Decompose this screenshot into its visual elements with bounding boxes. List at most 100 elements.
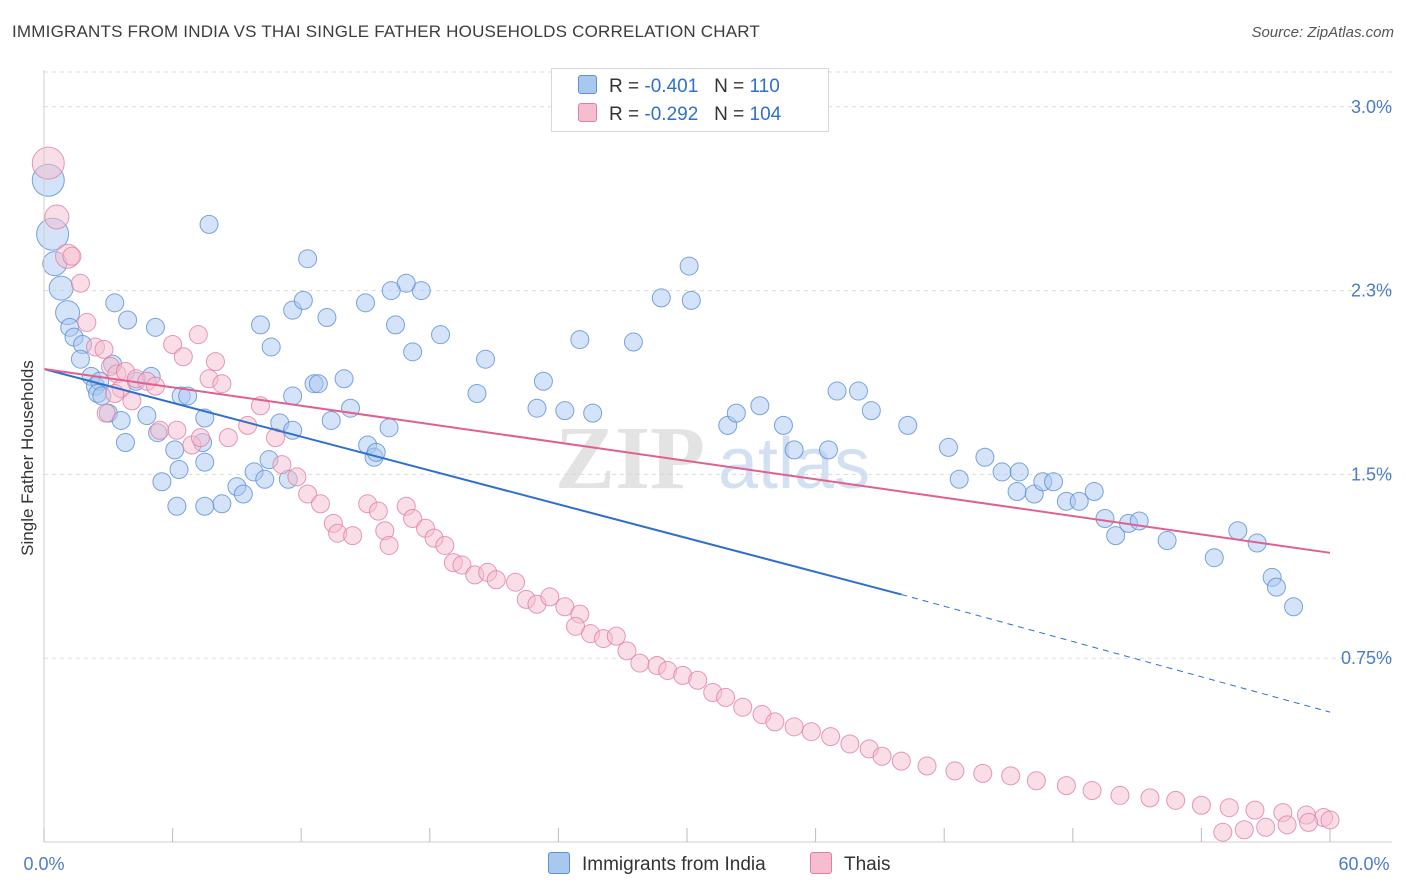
thai-point <box>486 570 506 590</box>
india-point <box>167 496 187 516</box>
legend-row-thai: R = -0.292 N = 104 <box>578 103 781 127</box>
thai-point <box>150 420 170 440</box>
india-swatch <box>548 852 570 874</box>
chart-source: Source: ZipAtlas.com <box>1251 24 1394 41</box>
india-point <box>195 452 215 472</box>
thai-point <box>343 526 363 546</box>
india-point <box>681 290 701 310</box>
india-point <box>949 469 969 489</box>
india-point <box>651 288 671 308</box>
thai-point <box>801 722 821 742</box>
y-tick-label: 0.75% <box>1341 648 1392 668</box>
watermark-zip: ZIP <box>555 409 705 508</box>
india-point <box>137 406 157 426</box>
india-point <box>178 386 198 406</box>
india-point <box>250 315 270 335</box>
thai-point <box>784 717 804 737</box>
india-point <box>467 384 487 404</box>
n-label: N = <box>714 104 745 125</box>
india-point <box>1069 491 1089 511</box>
n-label: N = <box>714 76 745 97</box>
thai-point <box>1056 776 1076 796</box>
india-point <box>726 403 746 423</box>
india-point <box>431 325 451 345</box>
india-swatch <box>578 75 597 94</box>
india-point <box>233 484 253 504</box>
india-point <box>1157 531 1177 551</box>
thai-point <box>716 687 736 707</box>
stats-legend: R = -0.401 N = 110 R = -0.292 N = 104 <box>551 68 829 132</box>
thai-point <box>173 347 193 367</box>
thai-point <box>1256 817 1276 837</box>
india-point <box>623 332 643 352</box>
india-point <box>570 330 590 350</box>
thai-point <box>190 428 210 448</box>
india-point <box>1284 597 1304 617</box>
india-point <box>70 349 90 369</box>
r-label: R = <box>609 104 640 125</box>
r-label: R = <box>609 76 640 97</box>
india-point <box>199 214 219 234</box>
thai-point <box>238 415 258 435</box>
india-point <box>975 447 995 467</box>
thai-point <box>973 763 993 783</box>
thai-point <box>435 535 455 555</box>
india-point <box>1095 508 1115 528</box>
thai-point <box>298 484 318 504</box>
india-point <box>115 433 135 453</box>
india-point <box>1228 521 1248 541</box>
india-point <box>1204 548 1224 568</box>
thai-point <box>452 555 472 575</box>
thai-point <box>163 334 183 354</box>
india-point <box>750 396 770 416</box>
thai-legend-label: Thais <box>844 854 891 875</box>
thai-point <box>733 697 753 717</box>
thai-point <box>1320 810 1340 830</box>
india-point <box>679 256 699 276</box>
india-point <box>1084 482 1104 502</box>
thai-point <box>1110 785 1130 805</box>
thai-point <box>218 428 238 448</box>
india-point <box>308 374 328 394</box>
india-point <box>48 275 74 301</box>
r-value-thai: -0.292 <box>644 104 699 125</box>
thai-point <box>1140 788 1160 808</box>
bottom-legend-india: Immigrants from India <box>548 852 766 876</box>
thai-point <box>379 535 399 555</box>
trend-lines <box>43 368 1331 713</box>
india-point <box>283 386 303 406</box>
india-trend-line <box>43 368 902 596</box>
watermark: ZIP atlas <box>555 409 870 508</box>
thai-point <box>840 734 860 754</box>
thai-point <box>765 712 785 732</box>
thai-point <box>630 653 650 673</box>
india-point <box>152 472 172 492</box>
thai-point <box>688 670 708 690</box>
thai-point <box>821 727 841 747</box>
india-point <box>261 337 281 357</box>
india-point <box>334 369 354 389</box>
india-point <box>386 315 406 335</box>
thai-point <box>96 403 116 423</box>
india-legend-label: Immigrants from India <box>582 854 766 875</box>
india-point <box>818 440 838 460</box>
y-tick-label: 2.3% <box>1351 281 1392 301</box>
india-point <box>169 459 189 479</box>
thai-point <box>287 467 307 487</box>
thai-point <box>1299 812 1319 832</box>
india-point <box>145 317 165 337</box>
india-point <box>317 308 337 328</box>
india-point <box>298 249 318 269</box>
india-point <box>403 342 423 362</box>
india-point <box>784 440 804 460</box>
thai-point <box>1277 815 1297 835</box>
grid-lines <box>44 71 1392 659</box>
thai-point <box>167 420 187 440</box>
india-point <box>1009 462 1029 482</box>
india-point <box>848 381 868 401</box>
india-point <box>356 293 375 313</box>
thai-point <box>31 146 65 180</box>
india-point <box>195 408 215 428</box>
thai-point <box>917 756 937 776</box>
india-point <box>1266 577 1286 597</box>
